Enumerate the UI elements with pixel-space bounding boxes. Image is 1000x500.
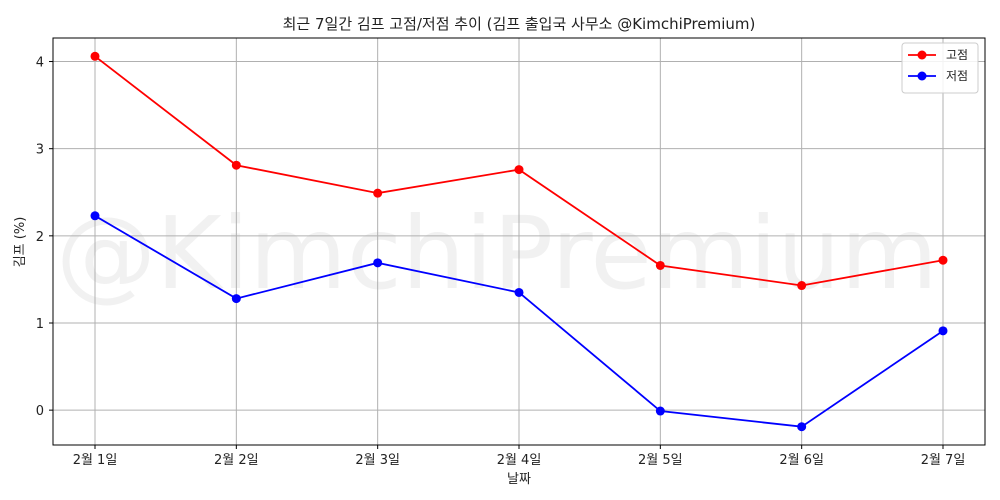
data-point bbox=[373, 258, 383, 268]
data-point bbox=[231, 160, 241, 170]
data-point bbox=[655, 406, 665, 416]
data-point bbox=[514, 165, 524, 175]
legend-label: 고점 bbox=[946, 48, 968, 62]
series-2 bbox=[90, 211, 948, 432]
x-tick-label: 2월 3일 bbox=[355, 453, 400, 468]
data-point bbox=[231, 294, 241, 304]
legend-swatch-marker bbox=[917, 71, 927, 81]
y-tick-label: 1 bbox=[36, 317, 44, 332]
data-point bbox=[938, 326, 948, 336]
x-tick-label: 2월 4일 bbox=[497, 453, 542, 468]
data-point bbox=[373, 188, 383, 198]
y-tick-label: 0 bbox=[36, 404, 44, 419]
series-1 bbox=[90, 51, 948, 291]
series bbox=[90, 51, 948, 432]
x-tick-label: 2월 1일 bbox=[73, 453, 118, 468]
y-axis-label: 김프 (%) bbox=[13, 217, 28, 268]
y-tick-label: 2 bbox=[36, 230, 44, 245]
grid bbox=[53, 38, 985, 445]
data-point bbox=[514, 287, 524, 297]
data-point bbox=[90, 51, 100, 61]
data-point bbox=[90, 211, 100, 221]
data-point bbox=[797, 422, 807, 432]
x-axis-label: 날짜 bbox=[507, 472, 531, 487]
watermark: @KimchiPremium bbox=[56, 195, 938, 312]
legend-swatch-marker bbox=[917, 50, 927, 60]
x-tick-label: 2월 5일 bbox=[638, 453, 683, 468]
axis-ticks: 2월 1일 2월 2일 2월 3일 2월 4일 2월 5일 2월 6일 2월 7일 0 1 2 3 4 bbox=[36, 56, 966, 468]
legend-label: 저점 bbox=[946, 69, 968, 83]
chart-title: 최근 7일간 김프 고점/저점 추이 (김프 출입국 사무소 @KimchiPr… bbox=[283, 15, 756, 33]
data-point bbox=[655, 260, 665, 270]
data-point bbox=[797, 281, 807, 291]
y-tick-label: 4 bbox=[36, 56, 44, 71]
x-tick-label: 2월 6일 bbox=[779, 453, 824, 468]
y-tick-label: 3 bbox=[36, 143, 44, 158]
x-tick-label: 2월 7일 bbox=[921, 453, 966, 468]
data-point bbox=[938, 255, 948, 265]
x-tick-label: 2월 2일 bbox=[214, 453, 259, 468]
